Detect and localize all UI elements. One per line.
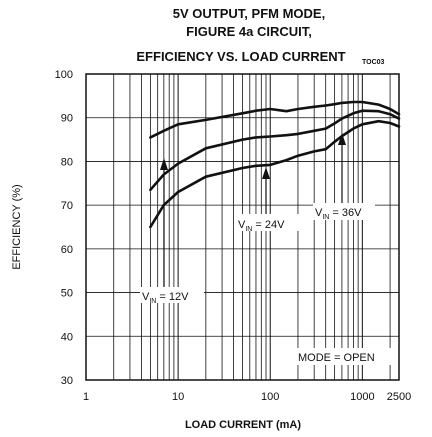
annotation-bg: [313, 203, 375, 220]
title-line-3: EFFICIENCY VS. LOAD CURRENT: [136, 49, 345, 64]
annotation-bg: [140, 287, 204, 303]
y-tick-label: 60: [61, 244, 73, 256]
annotation-vin-36v: VIN = 36V: [313, 203, 375, 221]
title-line-1: 5V OUTPUT, PFM MODE,: [173, 6, 325, 21]
annotation-arrows: [160, 133, 346, 287]
x-tick-labels: 1 10 100 1000 2500: [83, 391, 411, 403]
annotation-vin-24v: VIN = 24V: [235, 214, 299, 233]
annotation-label: VIN = 36V: [315, 207, 362, 221]
y-tick-label: 90: [61, 113, 73, 125]
x-tick-label: 1000: [350, 391, 374, 403]
y-tick-label: 100: [55, 69, 73, 81]
annotation-label: VIN = 24V: [238, 219, 285, 233]
x-tick-label: 1: [83, 391, 89, 403]
arrow-12v-head: [160, 158, 168, 170]
series-line-1: [149, 109, 401, 192]
x-axis-label: LOAD CURRENT (mA): [185, 419, 301, 431]
x-tick-label: 2500: [387, 391, 411, 403]
y-tick-label: 40: [61, 331, 73, 343]
annotation-bg: [235, 214, 299, 231]
series-layer: [149, 100, 401, 229]
arrow-24v-head: [262, 167, 270, 179]
series-line-2: [149, 119, 401, 229]
annotation-bg: [295, 348, 396, 365]
title-line-2: FIGURE 4a CIRCUIT,: [186, 24, 312, 39]
x-tick-label: 10: [172, 391, 184, 403]
annotation-label: VIN = 12V: [142, 291, 189, 305]
chart-title: 5V OUTPUT, PFM MODE, FIGURE 4a CIRCUIT, …: [136, 6, 384, 66]
y-tick-labels: 30 40 50 60 70 80 90 100: [55, 69, 73, 387]
annotation-mode-open: MODE = OPEN: [295, 348, 396, 365]
arrow-36v-head: [338, 133, 346, 145]
y-axis-label: EFFICIENCY (%): [11, 184, 23, 269]
series-line-0: [149, 100, 401, 139]
x-tick-label: 100: [261, 391, 279, 403]
title-suffix: TOC03: [362, 59, 385, 66]
annotation-vin-12v: VIN = 12V: [140, 287, 204, 305]
y-tick-label: 30: [61, 375, 73, 387]
y-tick-label: 80: [61, 156, 73, 168]
y-tick-label: 50: [61, 288, 73, 300]
annotation-label: MODE = OPEN: [298, 352, 375, 364]
y-tick-label: 70: [61, 200, 73, 212]
plot-frame: [85, 73, 400, 381]
